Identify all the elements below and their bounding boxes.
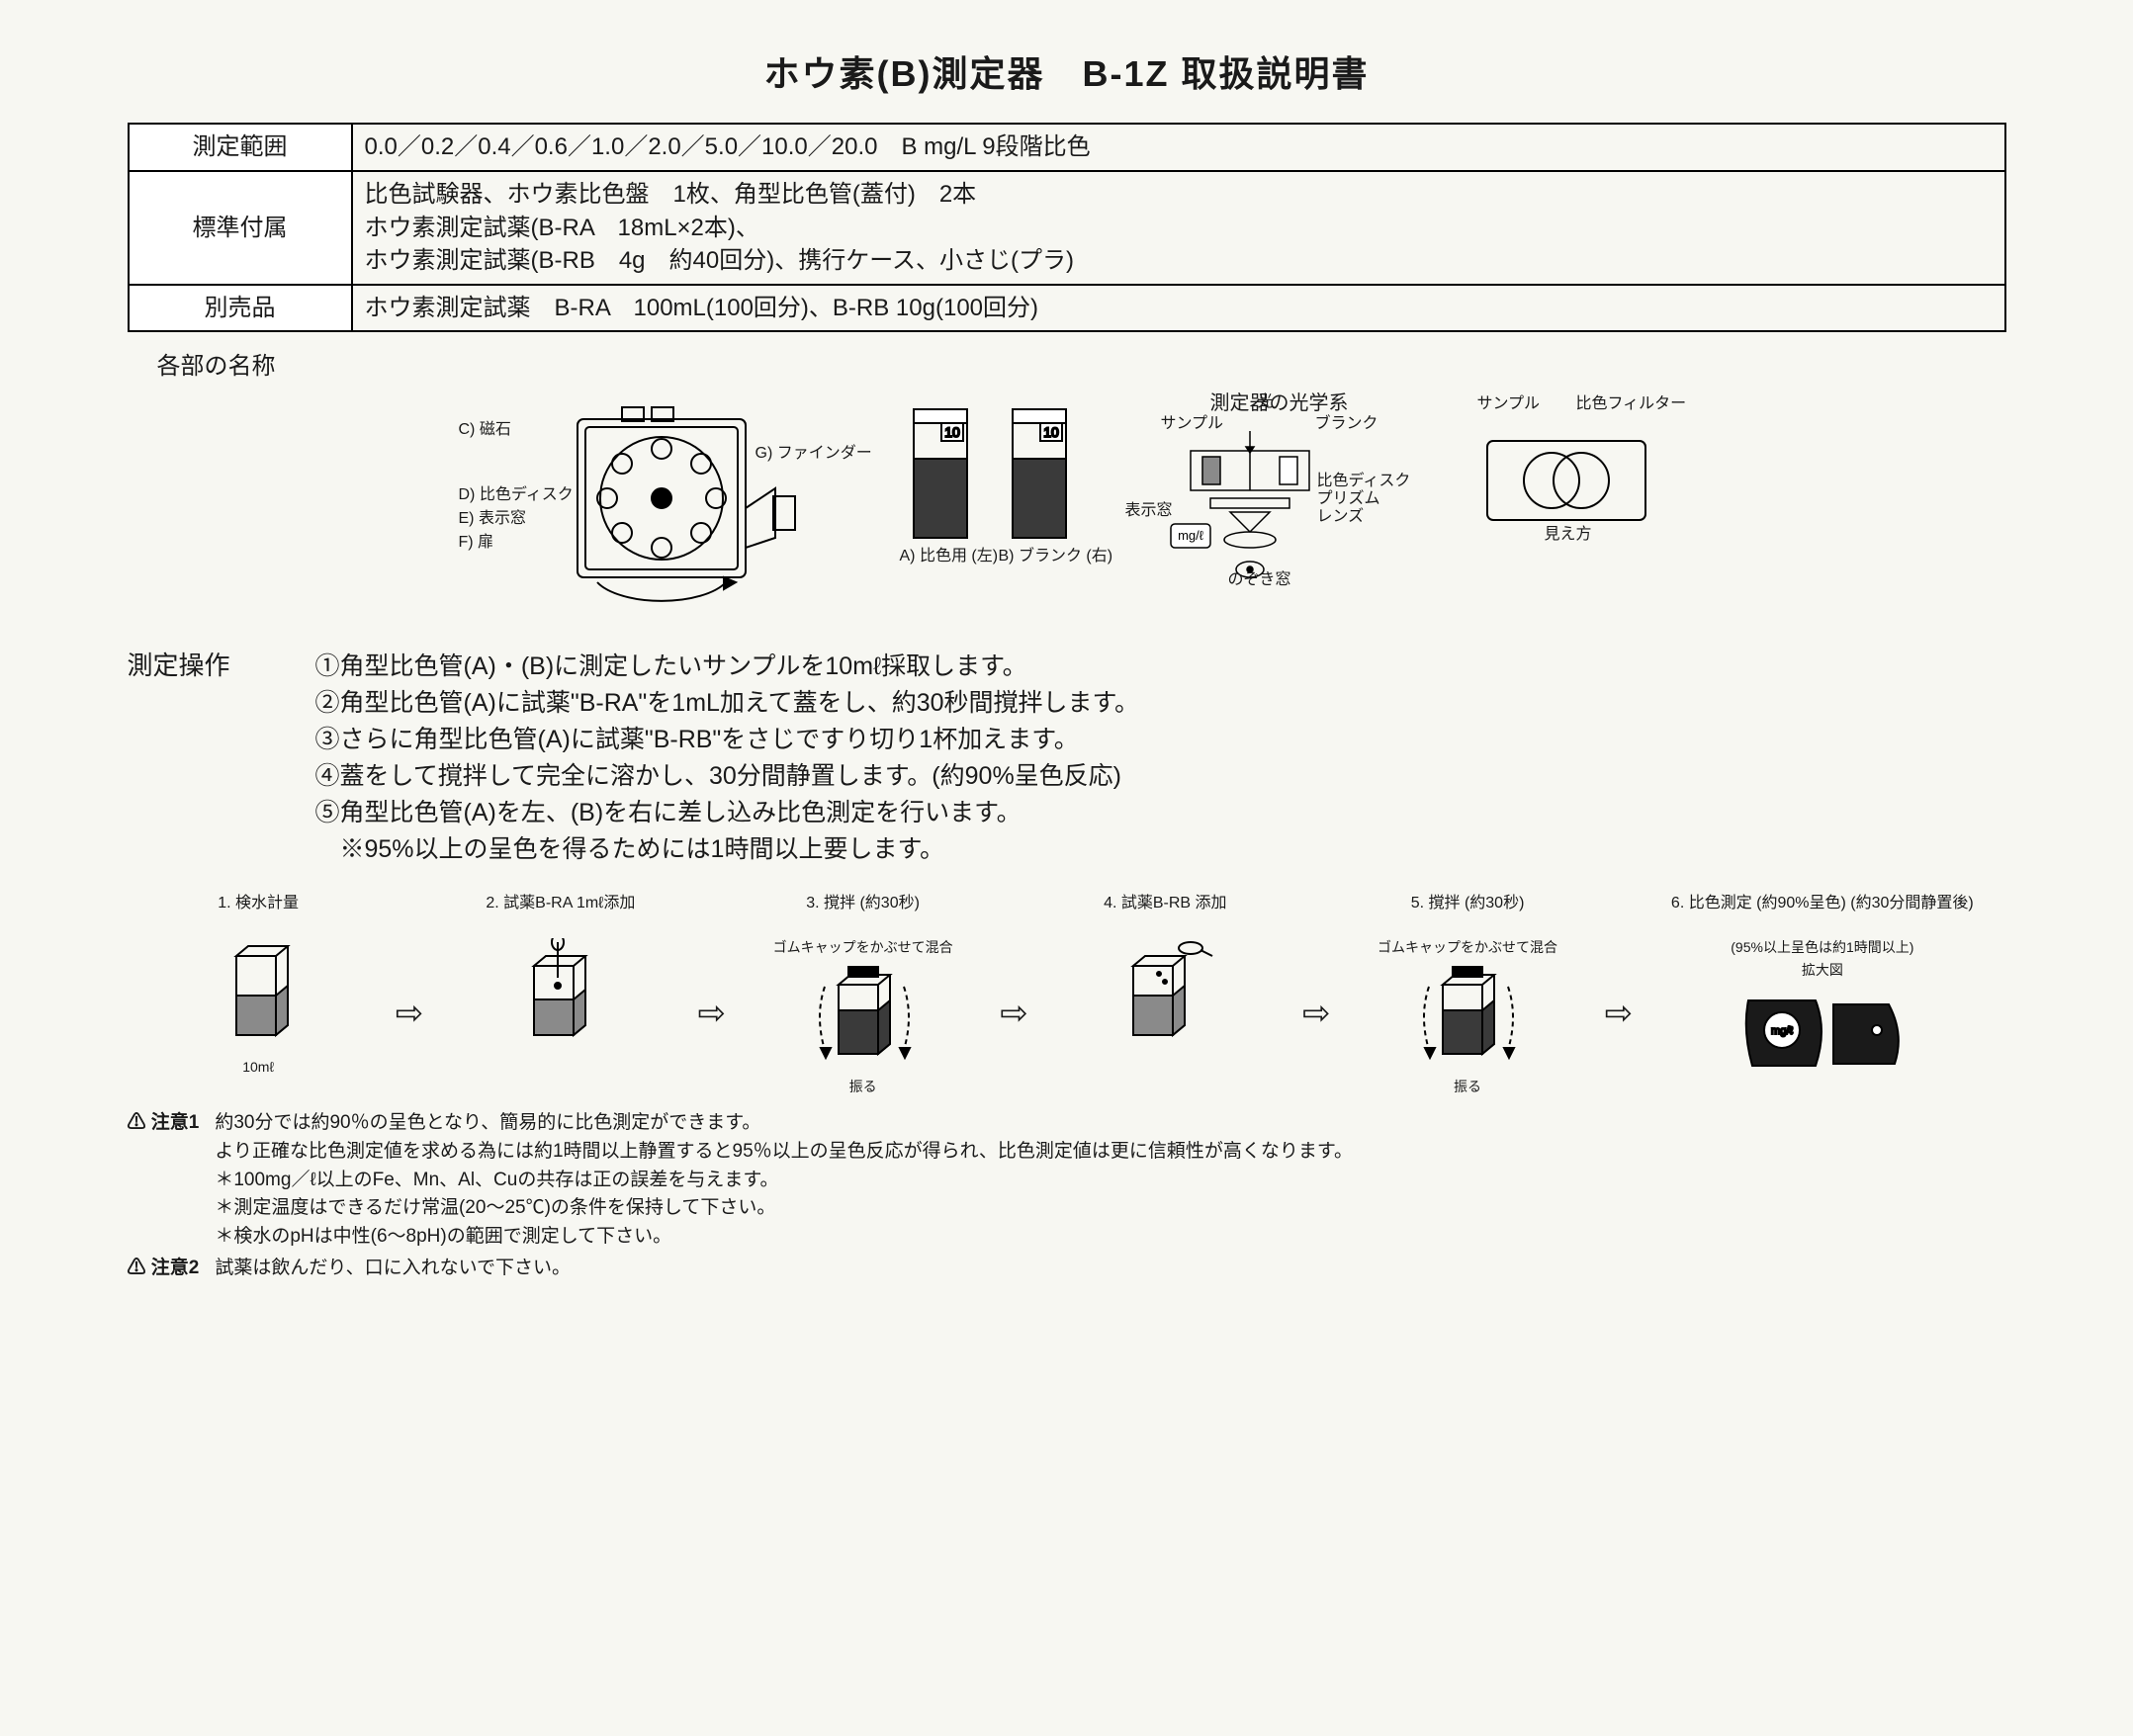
label-e: E) 表示窓: [459, 508, 526, 530]
optics-label-lens: レンズ: [1317, 506, 1365, 528]
note1-tag: ⚠ 注意1: [128, 1110, 200, 1252]
note1-body: 約30分では約90％の呈色となり、簡易的に比色測定ができます。 より正確な比色測…: [215, 1110, 1353, 1252]
step-5: 5. 撹拌 (約30秒) ゴムキャップをかぶせて混合 振る: [1336, 893, 1598, 1097]
spec-row-value: 比色試験器、ホウ素比色盤 1枚、角型比色管(蓋付) 2本 ホウ素測定試薬(B-R…: [352, 171, 2005, 285]
note-line: ＊100mg／ℓ以上のFe、Mn、Al、Cuの共存は正の誤差を与えます。: [215, 1168, 1353, 1194]
procedure-steps: ①角型比色管(A)・(B)に測定したいサンプルを10mℓ採取します。 ②角型比色…: [315, 648, 1140, 869]
cuvettes-svg: 10 10: [894, 390, 1102, 607]
optics-label-light: 光: [1258, 391, 1274, 413]
label-f: F) 扉: [459, 532, 494, 554]
arrow-icon: ⇨: [1000, 951, 1028, 1038]
note-line: 約30分では約90％の呈色となり、簡易的に比色測定ができます。: [215, 1110, 1353, 1137]
step-caption: 5. 撹拌 (約30秒): [1336, 893, 1598, 932]
step-caption: 4. 試薬B-RB 添加: [1034, 893, 1296, 932]
step-caption: 6. 比色測定 (約90%呈色) (約30分間静置後): [1639, 893, 2005, 932]
step-note: ゴムキャップをかぶせて混合: [732, 938, 994, 958]
parts-heading: 各部の名称: [157, 350, 2006, 384]
spec-row-value: 0.0／0.2／0.4／0.6／1.0／2.0／5.0／10.0／20.0 B …: [352, 124, 2005, 171]
spec-row-label: 別売品: [129, 285, 352, 332]
note-line: より正確な比色測定値を求める為には約1時間以上静置すると95％以上の呈色反応が得…: [215, 1139, 1353, 1166]
view-label-sample: サンプル: [1477, 393, 1541, 415]
cuvette-shake-icon: [809, 957, 918, 1066]
procedure-block: 測定操作 ①角型比色管(A)・(B)に測定したいサンプルを10mℓ採取します。 …: [128, 648, 2006, 869]
label-c: C) 磁石: [459, 419, 511, 441]
label-g: G) ファインダー: [755, 443, 872, 465]
step-4: 4. 試薬B-RB 添加: [1034, 893, 1296, 1054]
spec-row-value: ホウ素測定試薬 B-RA 100mL(100回分)、B-RB 10g(100回分…: [352, 285, 2005, 332]
procedure-heading: 測定操作: [128, 648, 286, 869]
view-diagram: サンプル 比色フィルター 見え方: [1458, 390, 1675, 559]
cuvette-spoon-icon: [1115, 938, 1214, 1047]
procedure-line: ①角型比色管(A)・(B)に測定したいサンプルを10mℓ採取します。: [315, 650, 1140, 684]
step-sub: 振る: [732, 1078, 994, 1097]
spec-table: 測定範囲 0.0／0.2／0.4／0.6／1.0／2.0／5.0／10.0／20…: [128, 123, 2006, 332]
note-line: ＊測定温度はできるだけ常温(20～25℃)の条件を保持して下さい。: [215, 1195, 1353, 1222]
step-illustrations: 1. 検水計量 10mℓ ⇨ 2. 試薬B-RA 1mℓ添加 ⇨ 3. 撹拌 (…: [128, 893, 2006, 1097]
arrow-icon: ⇨: [1302, 951, 1331, 1038]
step-caption: 2. 試薬B-RA 1mℓ添加: [429, 893, 691, 932]
comparator-diagram: C) 磁石 D) 比色ディスク E) 表示窓 F) 扉 G) ファインダー: [459, 390, 874, 607]
parts-diagram-row: C) 磁石 D) 比色ディスク E) 表示窓 F) 扉 G) ファインダー 10: [128, 390, 2006, 628]
arrow-icon: ⇨: [1605, 951, 1634, 1038]
procedure-line: ②角型比色管(A)に試薬"B-RA"を1mL加えて蓋をし、約30秒間撹拌します。: [315, 686, 1140, 721]
step-note: (95%以上呈色は約1時間以上): [1639, 938, 2005, 958]
cuvette-dropper-icon: [516, 938, 605, 1047]
optics-label-sample: サンプル: [1161, 413, 1224, 435]
step-3: 3. 撹拌 (約30秒) ゴムキャップをかぶせて混合 振る: [732, 893, 994, 1097]
note2-body: 試薬は飲んだり、口に入れないで下さい。: [215, 1256, 571, 1284]
label-d: D) 比色ディスク: [459, 484, 574, 506]
svg-text:10: 10: [944, 424, 960, 440]
arrow-icon: ⇨: [697, 951, 726, 1038]
step-1: 1. 検水計量 10mℓ: [128, 893, 390, 1078]
procedure-line: ⑤角型比色管(A)を左、(B)を右に差し込み比色測定を行います。: [315, 796, 1140, 830]
cuvettes-diagram: 10 10 A) 比色用 (左) B) ブランク (右): [894, 390, 1102, 607]
step-note: ゴムキャップをかぶせて混合: [1336, 938, 1598, 958]
optics-label-peep: のぞき窓: [1228, 569, 1291, 591]
svg-text:10: 10: [1043, 424, 1059, 440]
step-sub: 振る: [1336, 1078, 1598, 1097]
spec-row-label: 測定範囲: [129, 124, 352, 171]
optics-label-blank: ブランク: [1315, 413, 1378, 435]
page-title: ホウ素(B)測定器 B-1Z 取扱説明書: [128, 49, 2006, 99]
spec-row-label: 標準付属: [129, 171, 352, 285]
procedure-line: ④蓋をして撹拌して完全に溶かし、30分間静置します。(約90%呈色反応): [315, 759, 1140, 794]
view-label-filter: 比色フィルター: [1576, 393, 1687, 415]
step-caption: 3. 撹拌 (約30秒): [732, 893, 994, 932]
procedure-line: ※95%以上の呈色を得るためには1時間以上要します。: [315, 832, 1140, 867]
optics-label-window: 表示窓: [1125, 500, 1173, 522]
cuvette-icon: [219, 938, 298, 1047]
label-b: B) ブランク (右): [999, 546, 1088, 567]
comparator-result-icon: mg/ℓ: [1738, 981, 1907, 1080]
note-line: 試薬は飲んだり、口に入れないで下さい。: [215, 1256, 571, 1282]
note2-tag: ⚠ 注意2: [128, 1256, 200, 1284]
view-label-view: 見え方: [1545, 524, 1592, 546]
procedure-line: ③さらに角型比色管(A)に試薬"B-RB"をさじですり切り1杯加えます。: [315, 723, 1140, 757]
label-a: A) 比色用 (左): [900, 546, 989, 567]
svg-text:mg/ℓ: mg/ℓ: [1771, 1025, 1793, 1037]
svg-text:mg/ℓ: mg/ℓ: [1178, 528, 1204, 543]
step-6: 6. 比色測定 (約90%呈色) (約30分間静置後) (95%以上呈色は約1時…: [1639, 893, 2005, 1087]
step-sub: 10mℓ: [128, 1058, 390, 1078]
step-2: 2. 試薬B-RA 1mℓ添加: [429, 893, 691, 1054]
step-sub: 拡大図: [1639, 961, 2005, 981]
optics-diagram: 測定器の光学系: [1121, 390, 1438, 628]
cuvette-shake-icon: [1413, 957, 1522, 1066]
arrow-icon: ⇨: [396, 951, 424, 1038]
step-caption: 1. 検水計量: [128, 893, 390, 932]
notes-block: ⚠ 注意1 約30分では約90％の呈色となり、簡易的に比色測定ができます。 より…: [128, 1110, 2006, 1284]
note-line: ＊検水のpHは中性(6～8pH)の範囲で測定して下さい。: [215, 1224, 1353, 1251]
